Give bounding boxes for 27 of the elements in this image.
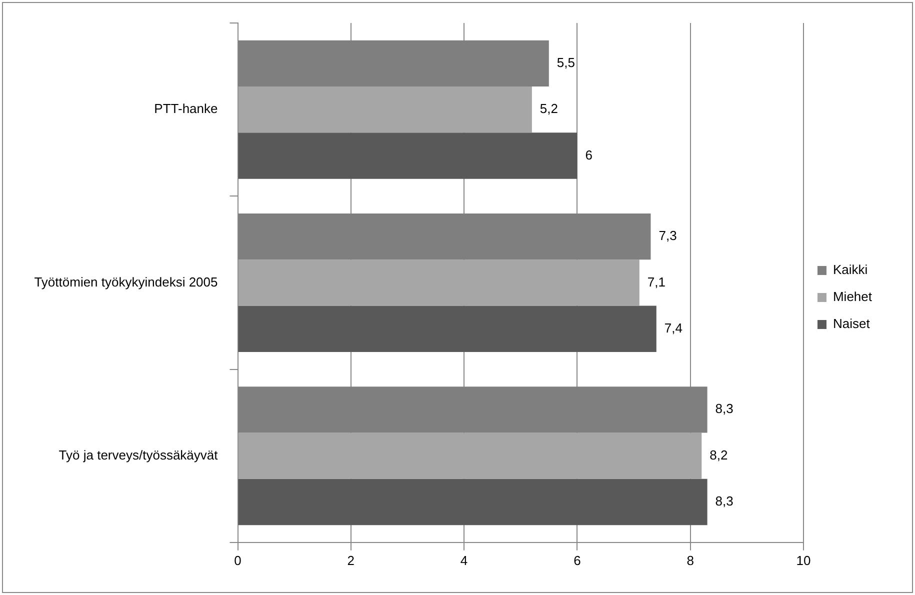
data-label: 5,5 (556, 54, 575, 70)
bar (238, 132, 578, 179)
y-tick-label: Työttömien työkykyindeksi 2005 (34, 274, 218, 290)
data-label: 8,3 (715, 494, 734, 509)
data-label: 6 (585, 147, 592, 162)
y-tick-label: Työ ja terveys/työssäkäyvät (58, 447, 218, 462)
x-tick-label: 10 (796, 552, 811, 568)
bar (238, 86, 532, 133)
x-tick-label: 4 (460, 552, 468, 568)
bar (238, 260, 640, 306)
y-tick-label: PTT-hanke (154, 101, 218, 116)
data-label: 5,2 (540, 101, 558, 116)
data-label: 7,3 (658, 228, 677, 244)
x-tick-label: 8 (686, 552, 694, 568)
bar (238, 478, 708, 526)
data-label: 8,2 (710, 447, 728, 462)
data-label: 8,3 (715, 401, 734, 416)
x-tick-label: 2 (347, 552, 355, 568)
bar (238, 306, 656, 352)
legend-label: Miehet (832, 289, 872, 304)
legend-label: Kaikki (832, 262, 868, 278)
legend-label: Naiset (832, 316, 870, 332)
x-tick-label: 6 (574, 552, 581, 568)
data-label: 7,1 (647, 274, 666, 290)
data-label: 7,4 (664, 320, 682, 336)
bar (238, 432, 702, 479)
x-tick-label: 0 (234, 552, 242, 568)
